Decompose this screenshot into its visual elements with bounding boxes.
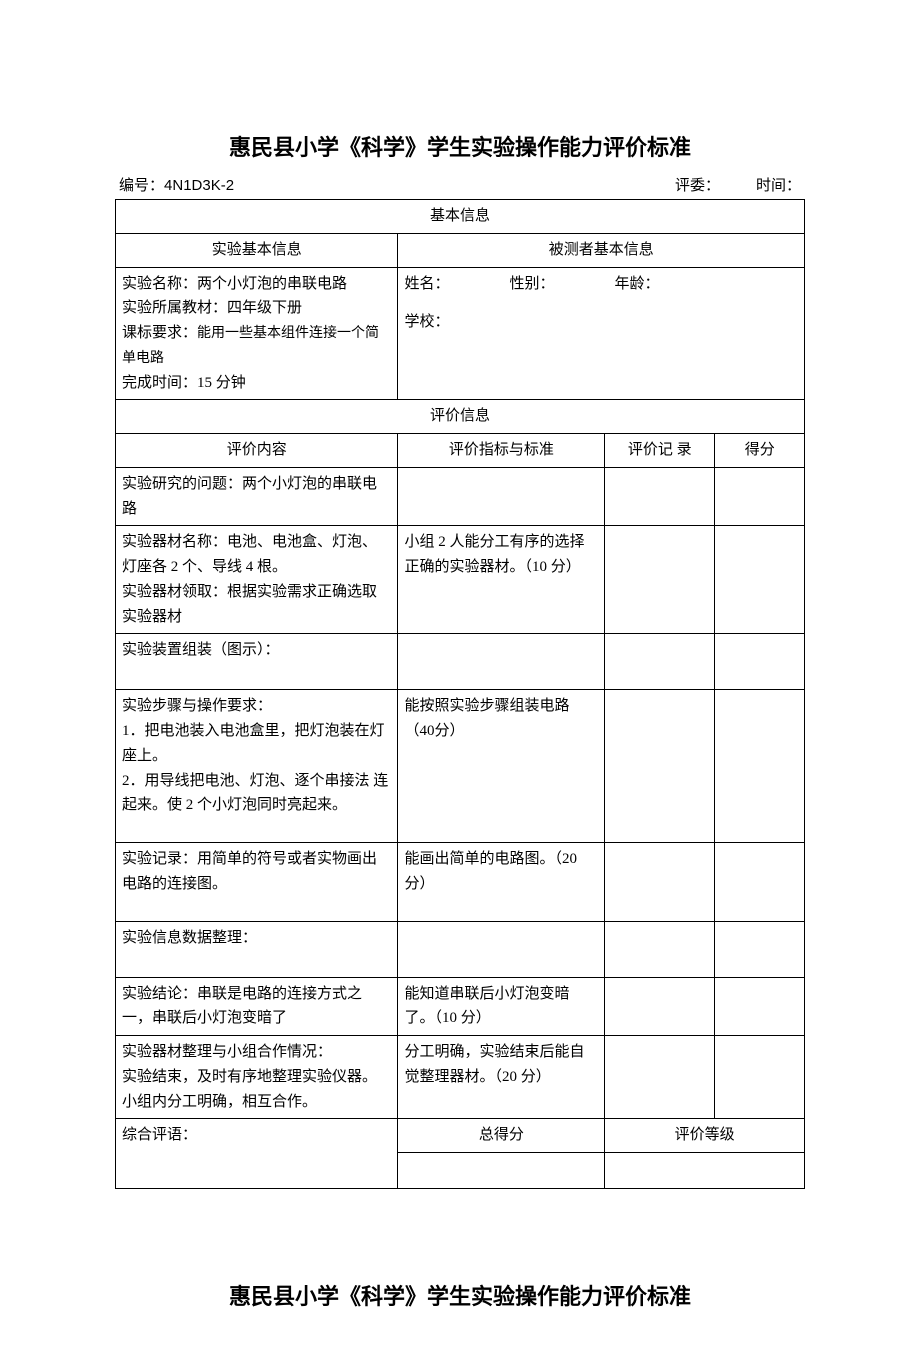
eval-score-cell <box>715 690 805 843</box>
eval-record-cell <box>605 467 715 526</box>
eval-record-cell <box>605 977 715 1036</box>
testee-age-label: 年龄： <box>615 272 660 297</box>
eval-content-cell: 实验器材整理与小组合作情况：实验结束，及时有序地整理实验仪器。小组内分工明确，相… <box>116 1036 398 1119</box>
testee-name-label: 姓名： <box>404 272 449 297</box>
total-score-label: 总得分 <box>398 1119 605 1153</box>
comment-cell: 综合评语： <box>116 1119 398 1189</box>
table-row: 实验步骤与操作要求：1．把电池装入电池盒里，把灯泡装在灯座上。2．用导线把电池、… <box>116 690 805 843</box>
table-row: 基本信息 <box>116 200 805 234</box>
eval-criteria-cell: 分工明确，实验结束后能自觉整理器材。（20 分） <box>398 1036 605 1119</box>
grade-value <box>605 1153 805 1189</box>
exp-time: 15 分钟 <box>197 375 246 391</box>
bottom-page-title: 惠民县小学《科学》学生实验操作能力评价标准 <box>115 1279 805 1311</box>
eval-score-cell <box>715 467 805 526</box>
total-score-value <box>398 1153 605 1189</box>
eval-content-cell: 实验器材名称：电池、电池盒、灯泡、灯座各 2 个、导线 4 根。实验器材领取：根… <box>116 526 398 634</box>
table-row: 实验基本信息 被测者基本信息 <box>116 233 805 267</box>
eval-content-cell: 实验信息数据整理： <box>116 921 398 977</box>
eval-record-header: 评价记 录 <box>605 434 715 468</box>
testee-basic-info-header: 被测者基本信息 <box>398 233 805 267</box>
table-row: 实验装置组装（图示）： <box>116 634 805 690</box>
eval-criteria-cell: 能按照实验步骤组装电路（40分） <box>398 690 605 843</box>
exp-basic-info-header: 实验基本信息 <box>116 233 398 267</box>
eval-criteria-cell: 能知道串联后小灯泡变暗了。（10 分） <box>398 977 605 1036</box>
eval-record-cell <box>605 843 715 922</box>
exp-std-label: 课标要求： <box>122 325 197 341</box>
exp-material-label: 实验所属教材： <box>122 300 227 316</box>
eval-criteria-cell: 能画出简单的电路图。（20分） <box>398 843 605 922</box>
eval-criteria-cell: 小组 2 人能分工有序的选择正确的实验器材。（10 分） <box>398 526 605 634</box>
code-value: 4N1D3K-2 <box>164 177 234 194</box>
header-right: 评委： 时间： <box>675 174 801 195</box>
eval-record-cell <box>605 634 715 690</box>
basic-info-header: 基本信息 <box>116 200 805 234</box>
eval-score-cell <box>715 977 805 1036</box>
page-title: 惠民县小学《科学》学生实验操作能力评价标准 <box>115 130 805 162</box>
eval-score-header: 得分 <box>715 434 805 468</box>
eval-record-cell <box>605 921 715 977</box>
eval-criteria-cell <box>398 467 605 526</box>
eval-score-cell <box>715 843 805 922</box>
eval-criteria-header: 评价指标与标准 <box>398 434 605 468</box>
evaluation-table: 基本信息 实验基本信息 被测者基本信息 实验名称：两个小灯泡的串联电路 实验所属… <box>115 199 805 1189</box>
testee-gender-label: 性别： <box>510 272 555 297</box>
testee-school-label: 学校： <box>404 314 449 330</box>
eval-content-cell: 实验研究的问题：两个小灯泡的串联电路 <box>116 467 398 526</box>
code-section: 编号：4N1D3K-2 <box>119 174 234 195</box>
table-row: 实验器材整理与小组合作情况：实验结束，及时有序地整理实验仪器。小组内分工明确，相… <box>116 1036 805 1119</box>
table-row: 实验研究的问题：两个小灯泡的串联电路 <box>116 467 805 526</box>
table-row: 综合评语： 总得分 评价等级 <box>116 1119 805 1153</box>
table-row: 评价信息 <box>116 400 805 434</box>
exp-material: 四年级下册 <box>227 300 302 316</box>
eval-content-cell: 实验结论：串联是电路的连接方式之一，串联后小灯泡变暗了 <box>116 977 398 1036</box>
eval-criteria-cell <box>398 634 605 690</box>
eval-record-cell <box>605 526 715 634</box>
testee-info-cell: 姓名： 性别： 年龄： 学校： <box>398 267 805 400</box>
eval-content-cell: 实验步骤与操作要求：1．把电池装入电池盒里，把灯泡装在灯座上。2．用导线把电池、… <box>116 690 398 843</box>
table-row: 实验信息数据整理： <box>116 921 805 977</box>
time-label: 时间： <box>756 174 801 195</box>
header-line: 编号：4N1D3K-2 评委： 时间： <box>115 174 805 195</box>
eval-score-cell <box>715 1036 805 1119</box>
table-row: 实验名称：两个小灯泡的串联电路 实验所属教材：四年级下册 课标要求：能用一些基本… <box>116 267 805 400</box>
table-row: 评价内容 评价指标与标准 评价记 录 得分 <box>116 434 805 468</box>
exp-time-label: 完成时间： <box>122 375 197 391</box>
table-row: 实验器材名称：电池、电池盒、灯泡、灯座各 2 个、导线 4 根。实验器材领取：根… <box>116 526 805 634</box>
eval-score-cell <box>715 921 805 977</box>
exp-info-cell: 实验名称：两个小灯泡的串联电路 实验所属教材：四年级下册 课标要求：能用一些基本… <box>116 267 398 400</box>
eval-score-cell <box>715 634 805 690</box>
grade-label: 评价等级 <box>605 1119 805 1153</box>
eval-info-header: 评价信息 <box>116 400 805 434</box>
eval-record-cell <box>605 1036 715 1119</box>
eval-content-cell: 实验装置组装（图示）： <box>116 634 398 690</box>
eval-content-header: 评价内容 <box>116 434 398 468</box>
judge-label: 评委： <box>675 174 720 195</box>
exp-name: 两个小灯泡的串联电路 <box>197 276 347 292</box>
exp-name-label: 实验名称： <box>122 276 197 292</box>
eval-score-cell <box>715 526 805 634</box>
eval-record-cell <box>605 690 715 843</box>
table-row: 实验结论：串联是电路的连接方式之一，串联后小灯泡变暗了 能知道串联后小灯泡变暗了… <box>116 977 805 1036</box>
eval-criteria-cell <box>398 921 605 977</box>
eval-content-cell: 实验记录：用简单的符号或者实物画出电路的连接图。 <box>116 843 398 922</box>
code-label: 编号： <box>119 177 164 194</box>
table-row: 实验记录：用简单的符号或者实物画出电路的连接图。 能画出简单的电路图。（20分） <box>116 843 805 922</box>
